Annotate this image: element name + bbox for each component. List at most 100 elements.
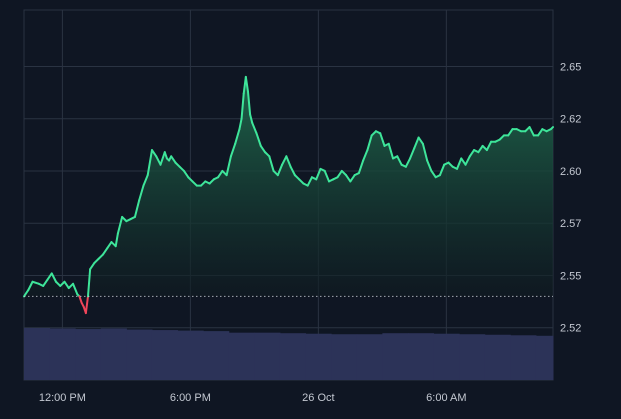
- volume-bar: [331, 334, 358, 380]
- volume-bar: [254, 332, 281, 380]
- price-line-segment: [78, 295, 83, 304]
- volume-bar: [203, 331, 230, 380]
- price-line-segment: [150, 149, 158, 158]
- x-tick-label: 26 Oct: [302, 392, 334, 404]
- price-line-segment: [323, 169, 331, 183]
- area-fill: [24, 76, 553, 297]
- price-line-segment: [549, 126, 554, 131]
- price-line-segment: [217, 169, 224, 179]
- price-line-segment: [366, 134, 373, 152]
- volume-bar: [510, 335, 537, 380]
- x-tick-label: 6:00 AM: [426, 392, 466, 404]
- price-line-segment: [379, 132, 386, 147]
- price-line-segment: [133, 199, 141, 218]
- price-line-segment: [50, 272, 57, 283]
- price-line-segment: [456, 157, 463, 170]
- volume-bar: [459, 334, 486, 380]
- price-line-segment: [240, 92, 245, 120]
- y-tick-label: 2.60: [560, 166, 581, 178]
- volume-bar: [382, 333, 409, 380]
- price-line-segment: [159, 151, 166, 166]
- volume-bar: [228, 332, 255, 380]
- volume-bar: [75, 329, 102, 380]
- price-line-segment: [421, 142, 429, 162]
- y-tick-label: 2.62: [560, 114, 581, 126]
- price-line-segment: [114, 232, 119, 248]
- x-tick-label: 6:00 PM: [170, 392, 211, 404]
- price-line-segment: [485, 140, 493, 152]
- price-line-segment: [251, 121, 258, 135]
- y-axis-labels: 2.65 2.62 2.60 2.57 2.55 2.52: [560, 61, 581, 334]
- y-tick-label: 2.55: [560, 270, 581, 282]
- price-line-segment: [426, 159, 433, 172]
- price-line-segment: [142, 174, 149, 187]
- price-line-segment: [101, 247, 109, 256]
- price-line-segment: [345, 174, 352, 183]
- price-line-segment: [528, 126, 535, 137]
- price-line-segment: [404, 157, 412, 168]
- price-line-segment: [84, 295, 89, 315]
- price-line-segment: [430, 169, 437, 179]
- price-line-segment: [507, 128, 514, 137]
- price-line-segment: [387, 142, 395, 160]
- price-line-segment: [460, 157, 467, 166]
- price-line-segment: [315, 167, 322, 181]
- price-line-segment: [42, 278, 49, 287]
- price-line-segment: [281, 155, 288, 166]
- price-line-segment: [27, 280, 34, 292]
- price-line-segment: [285, 155, 292, 168]
- price-line-segment: [163, 151, 168, 160]
- volume-bar: [177, 330, 204, 380]
- price-line-segment: [362, 149, 369, 162]
- volume-bar: [279, 333, 307, 380]
- price-line-segment: [409, 146, 416, 160]
- price-line-segment: [23, 289, 30, 298]
- price-line-segment: [63, 280, 70, 290]
- price-line-segment: [72, 282, 79, 296]
- volume-bars: [24, 328, 554, 380]
- price-line-segment: [182, 169, 190, 179]
- volume-bar: [535, 335, 554, 380]
- y-tick-label: 2.57: [560, 218, 581, 230]
- price-line-segment: [417, 136, 424, 145]
- price-line-segment: [229, 142, 237, 158]
- volume-bar: [407, 333, 435, 380]
- price-line-segment: [246, 90, 252, 116]
- price-line-segment: [357, 159, 365, 175]
- volume-bar: [151, 330, 179, 380]
- y-tick-label: 2.65: [560, 61, 581, 73]
- price-line-segment: [249, 113, 254, 124]
- price-line-segment: [234, 128, 241, 145]
- volume-bar: [49, 328, 76, 380]
- price-line-segment: [276, 163, 284, 177]
- price-line-segment: [244, 75, 249, 93]
- price-line-segment: [238, 117, 243, 131]
- price-line-segment: [438, 163, 446, 177]
- x-tick-label: 12:00 PM: [39, 392, 86, 404]
- price-line-segment: [477, 144, 484, 154]
- price-line-segment: [259, 144, 267, 154]
- volume-bar: [100, 328, 127, 380]
- price-line-segment: [86, 268, 92, 298]
- price-line-segment: [306, 176, 313, 187]
- volume-bar: [24, 328, 51, 380]
- price-line-segment: [468, 149, 476, 158]
- price-line-segment: [268, 155, 275, 172]
- price-area: [24, 76, 553, 297]
- volume-bar: [305, 333, 332, 380]
- price-line-segment: [225, 155, 232, 177]
- price-line: [23, 75, 554, 315]
- price-line-segment: [413, 136, 420, 149]
- price-line-segment: [289, 165, 296, 177]
- price-line-segment: [146, 149, 153, 177]
- price-line-segment: [255, 132, 262, 147]
- volume-bar: [433, 333, 460, 380]
- price-line-segment: [155, 155, 162, 166]
- y-tick-label: 2.52: [560, 323, 581, 335]
- price-line-segment: [170, 155, 177, 164]
- price-line-segment: [89, 261, 96, 271]
- price-line-segment: [138, 184, 145, 202]
- volume-bar: [126, 329, 153, 380]
